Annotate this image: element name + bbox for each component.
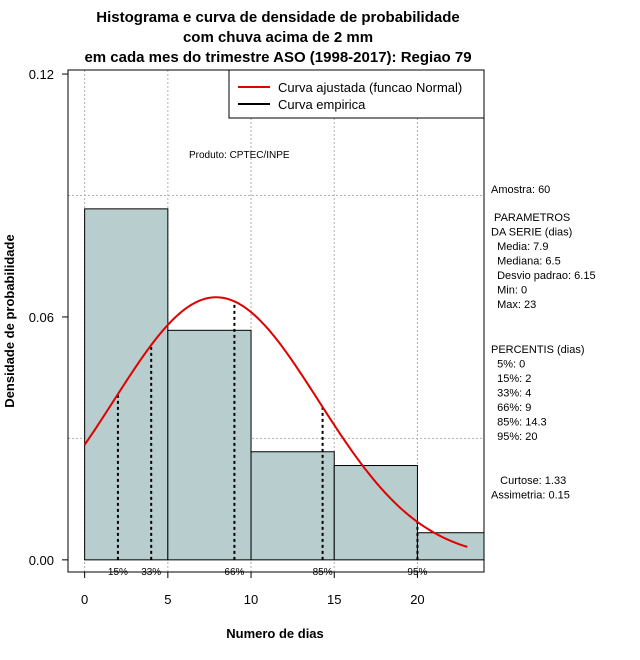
- histogram-bar: [416, 532, 485, 561]
- y-axis-label: Densidade de probabilidade: [2, 234, 17, 407]
- stat-percentile-line: 33%: 4: [491, 388, 531, 400]
- histogram-bar: [84, 208, 169, 561]
- y-tick-label: 0.06: [29, 310, 54, 325]
- chart-title: Histograma e curva de densidade de proba…: [84, 9, 471, 66]
- stat-param-line: Min: 0: [491, 285, 527, 297]
- legend-label: Curva ajustada (funcao Normal): [278, 80, 462, 95]
- normal-curve-layer: [83, 296, 468, 548]
- stat-percentile-line: 66%: 9: [491, 402, 531, 414]
- y-tick-label: 0.12: [29, 67, 54, 82]
- stat-percentile-line: 85%: 14.3: [491, 417, 547, 429]
- legend: Curva ajustada (funcao Normal) Curva empi…: [228, 69, 485, 119]
- x-tick-label: 20: [410, 592, 424, 607]
- statistics-panel: Amostra: 60 PARAMETROS DA SERIE (dias) Me…: [491, 184, 596, 502]
- x-axis-label: Numero de dias: [226, 626, 324, 641]
- x-tick-label: 10: [244, 592, 258, 607]
- stat-percentile-line: 5%: 0: [491, 359, 525, 371]
- stat-param-line: Mediana: 6.5: [491, 256, 561, 268]
- stat-param-line: Media: 7.9: [491, 241, 548, 253]
- y-tick-label: 0.00: [29, 553, 54, 568]
- legend-box: [228, 69, 485, 119]
- stat-sample: Amostra: 60: [491, 184, 550, 196]
- stat-shape-line: Curtose: 1.33: [491, 475, 566, 487]
- histogram-bar: [167, 329, 252, 561]
- axes: 0 5 10 15 20 0.00 0.06 0.12: [29, 67, 425, 607]
- title-line: com chuva acima de 2 mm: [183, 29, 373, 46]
- x-tick-label: 5: [164, 592, 171, 607]
- histogram-bar: [250, 451, 335, 561]
- x-tick-label: 0: [81, 592, 88, 607]
- x-tick-label: 15: [327, 592, 341, 607]
- histogram-bars: [84, 208, 485, 561]
- stat-param-line: Max: 23: [491, 299, 536, 311]
- stat-param-line: PARAMETROS: [491, 212, 570, 224]
- legend-label: Curva empirica: [278, 97, 366, 112]
- normal-curve: [83, 296, 468, 548]
- stat-param-line: DA SERIE (dias): [491, 227, 572, 239]
- title-line: Histograma e curva de densidade de proba…: [96, 9, 459, 26]
- title-line: em cada mes do trimestre ASO (1998-2017)…: [84, 49, 471, 66]
- stat-percentile-line: 95%: 20: [491, 431, 537, 443]
- stat-param-line: Desvio padrao: 6.15: [491, 270, 596, 282]
- product-annotation: Produto: CPTEC/INPE: [189, 150, 290, 161]
- stat-shape-line: Assimetria: 0.15: [491, 490, 570, 502]
- stat-percentile-line: 15%: 2: [491, 373, 531, 385]
- stat-percentile-line: PERCENTIS (dias): [491, 344, 585, 356]
